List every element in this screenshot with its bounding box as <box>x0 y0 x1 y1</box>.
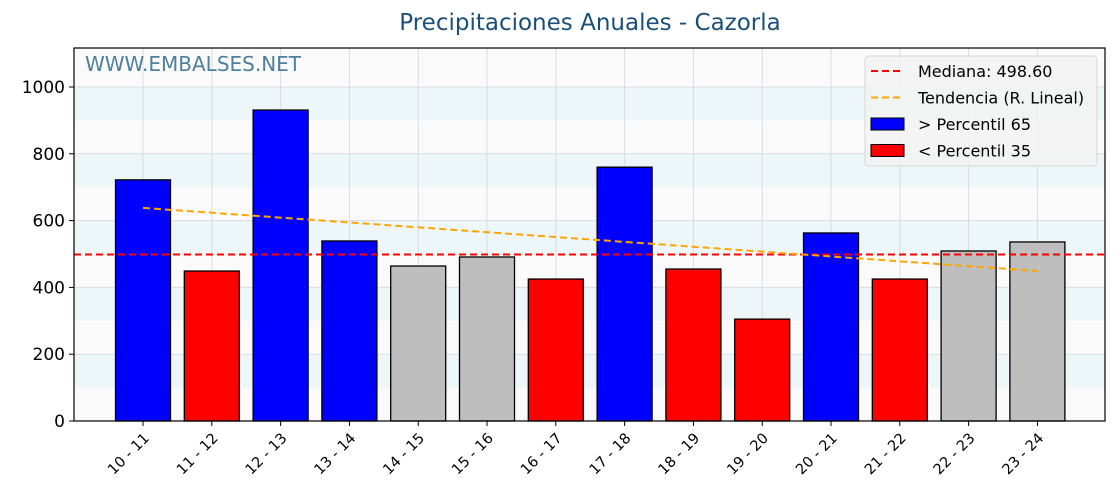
reference-lines <box>74 206 1105 273</box>
x-tick-label: 16 - 17 <box>518 431 566 479</box>
watermark: WWW.EMBALSES.NET <box>85 52 302 76</box>
band <box>74 354 1105 388</box>
legend-label: > Percentil 65 <box>918 115 1031 134</box>
x-tick-label: 13 - 14 <box>312 431 360 479</box>
bar <box>940 250 997 422</box>
chart-title: Precipitaciones Anuales - Cazorla <box>399 10 781 36</box>
bar <box>734 318 791 422</box>
x-tick-label: 17 - 18 <box>587 431 635 479</box>
bar <box>458 256 516 422</box>
y-tick-label: 400 <box>33 278 65 298</box>
x-tick-label: 14 - 15 <box>380 431 428 479</box>
y-tick-label: 0 <box>54 412 65 432</box>
bar <box>321 240 378 422</box>
plot-frame <box>73 47 1106 422</box>
bar <box>871 278 928 422</box>
bar <box>183 270 240 422</box>
y-tick-label: 600 <box>33 212 65 232</box>
x-tick-label: 11 - 12 <box>174 431 222 479</box>
bar <box>390 265 447 422</box>
bar <box>114 179 172 422</box>
bar <box>596 166 653 422</box>
legend-label: Tendencia (R. Lineal) <box>917 89 1084 108</box>
band <box>74 287 1105 321</box>
y-tick-label: 1000 <box>22 78 65 98</box>
bar <box>802 232 860 422</box>
legend: Mediana: 498.60 Tendencia (R. Lineal) > P… <box>864 55 1098 167</box>
x-tick-label: 20 - 21 <box>793 431 841 479</box>
y-tick-label: 200 <box>33 345 65 365</box>
trend-line <box>142 206 1038 273</box>
x-tick-label: 18 - 19 <box>656 431 704 479</box>
legend-label: < Percentil 35 <box>918 142 1031 161</box>
x-tick-label: 22 - 23 <box>931 431 979 479</box>
legend-patch-swatch <box>870 117 905 131</box>
x-tick-label: 15 - 16 <box>449 431 497 479</box>
legend-box <box>864 55 1098 167</box>
x-tick-label: 21 - 22 <box>862 431 910 479</box>
bar <box>1009 241 1066 422</box>
bar <box>252 109 309 422</box>
legend-label: Mediana: 498.60 <box>918 62 1052 81</box>
band <box>74 220 1105 254</box>
x-tick-label: 10 - 11 <box>105 431 153 479</box>
x-tick-label: 19 - 20 <box>724 431 772 479</box>
y-tick-label: 800 <box>33 145 65 165</box>
x-tick-label: 12 - 13 <box>243 431 291 479</box>
bar <box>665 268 722 422</box>
legend-patch-swatch <box>870 144 905 157</box>
x-tick-label: 23 - 24 <box>1000 431 1048 479</box>
bar <box>527 278 584 422</box>
